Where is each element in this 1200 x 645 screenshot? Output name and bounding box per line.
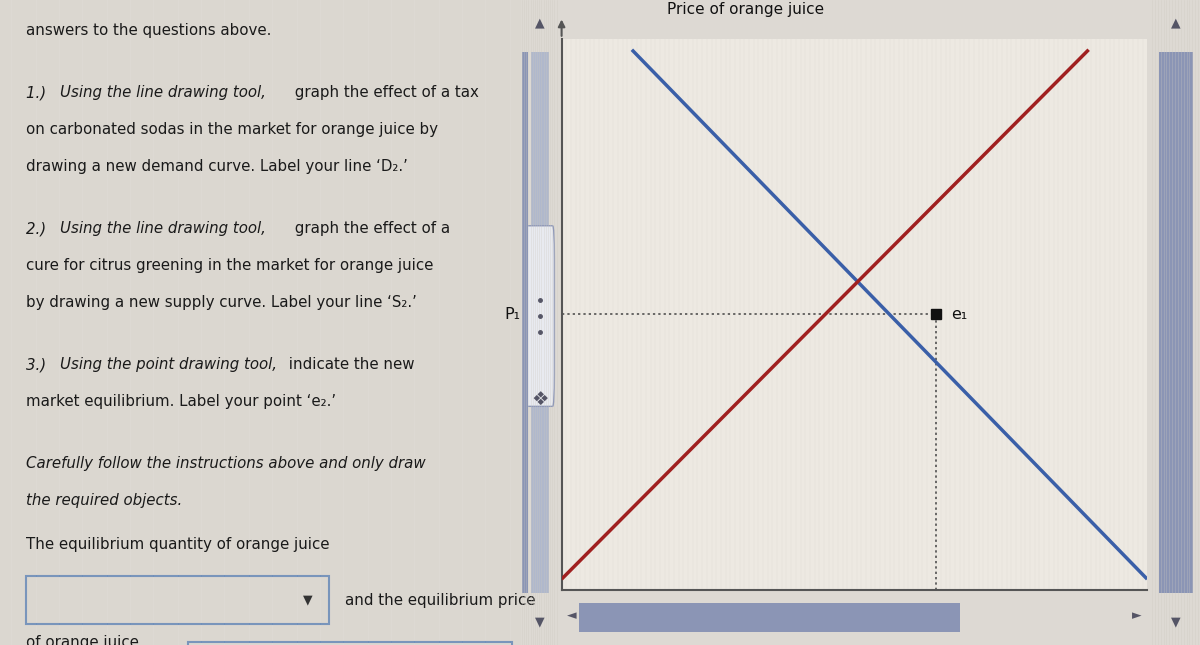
Text: drawing a new demand curve. Label your line ‘D₂.’: drawing a new demand curve. Label your l… (26, 159, 408, 174)
Bar (1159, 52, 1193, 593)
Bar (188, 642, 511, 645)
Text: indicate the new: indicate the new (284, 357, 415, 372)
Text: 3.): 3.) (26, 357, 50, 372)
Text: and the equilibrium price: and the equilibrium price (344, 593, 535, 608)
Text: Carefully follow the instructions above and only draw: Carefully follow the instructions above … (26, 457, 426, 471)
Text: The equilibrium quantity of orange juice: The equilibrium quantity of orange juice (26, 537, 330, 552)
Text: ►: ► (1132, 610, 1141, 622)
Text: graph the effect of a: graph the effect of a (289, 221, 450, 236)
Bar (522, 52, 528, 593)
Bar (26, 576, 329, 624)
Text: on carbonated sodas in the market for orange juice by: on carbonated sodas in the market for or… (26, 122, 438, 137)
Text: ▼: ▼ (1171, 616, 1181, 629)
Text: Using the line drawing tool,: Using the line drawing tool, (60, 85, 266, 100)
Text: 2.): 2.) (26, 221, 50, 236)
Bar (530, 52, 550, 593)
Text: ▼: ▼ (535, 616, 545, 629)
FancyBboxPatch shape (526, 226, 554, 406)
Text: of orange juice: of orange juice (26, 635, 139, 645)
Text: ▼: ▼ (304, 593, 313, 606)
Text: ❖: ❖ (532, 390, 548, 410)
Text: 1.): 1.) (26, 85, 50, 100)
Text: market equilibrium. Label your point ‘e₂.’: market equilibrium. Label your point ‘e₂… (26, 394, 336, 409)
Bar (580, 602, 960, 632)
Text: by drawing a new supply curve. Label your line ‘S₂.’: by drawing a new supply curve. Label you… (26, 295, 416, 310)
Text: Using the point drawing tool,: Using the point drawing tool, (60, 357, 277, 372)
Text: ▲: ▲ (1171, 16, 1181, 29)
Text: ◄: ◄ (568, 610, 577, 622)
Text: e₁: e₁ (952, 307, 967, 322)
Text: Price of orange juice: Price of orange juice (667, 2, 824, 17)
Text: Using the line drawing tool,: Using the line drawing tool, (60, 221, 266, 236)
Text: P₁: P₁ (505, 307, 521, 322)
Text: answers to the questions above.: answers to the questions above. (26, 23, 271, 37)
Text: cure for citrus greening in the market for orange juice: cure for citrus greening in the market f… (26, 258, 433, 273)
Text: graph the effect of a tax: graph the effect of a tax (289, 85, 479, 100)
Text: ▲: ▲ (535, 16, 545, 29)
Text: the required objects.: the required objects. (26, 493, 182, 508)
